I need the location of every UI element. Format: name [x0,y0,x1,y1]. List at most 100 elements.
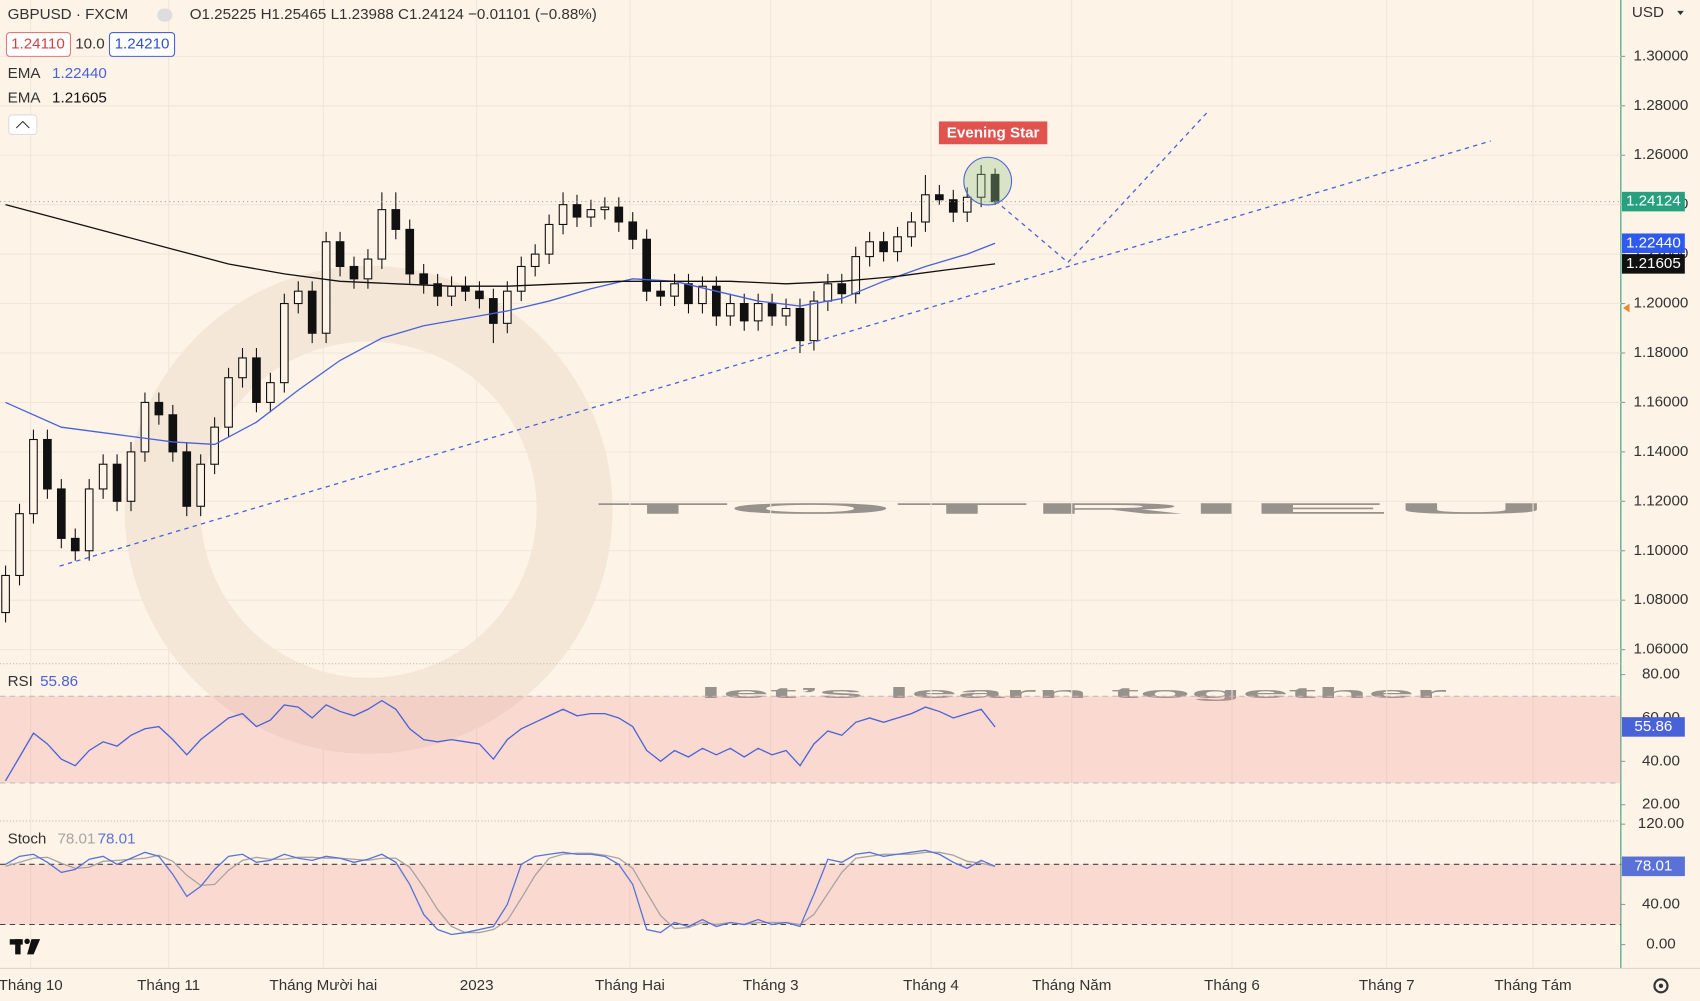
gear-center[interactable] [1658,983,1664,988]
candle-body [29,438,38,515]
candle-body [642,238,652,292]
ohlc: O1.25225 H1.25465 L1.23988 C1.24124 −0.0… [190,6,597,23]
candle-body [349,265,359,280]
sell-price[interactable]: 1.24110 [11,35,65,52]
series-line [5,849,996,936]
candle-body [98,463,108,490]
candle-body [307,290,317,334]
x-tick-label: Tháng Hai [595,977,665,994]
price-axis [1620,0,1700,969]
price-tag [1621,856,1685,877]
candle-body [447,285,456,297]
buy-button[interactable] [108,31,176,57]
series-line [5,242,996,446]
candle-body [112,463,122,502]
y-tick-label: 1.10000 [1634,542,1689,559]
candle-body [600,206,610,211]
candle-body [56,488,66,539]
candle-body [935,194,944,201]
candle-body [154,401,164,416]
series-line [5,204,996,287]
watermark-title: TOTRIEU [596,501,1551,518]
candle-body [921,194,930,223]
band [0,864,1621,925]
candle-body [266,382,275,403]
price-tag-label: 1.24124 [1626,193,1681,210]
candle-body [684,283,693,305]
candle-body [586,209,596,218]
tv-logo [9,938,41,955]
chevron-icon [15,120,30,129]
candle-body [851,256,861,295]
y-tick-label: 120.00 [1638,815,1684,832]
candle-body [698,285,707,305]
candle-body [126,451,136,502]
legend-name: EMA [8,65,42,82]
candle-body [572,204,582,218]
candle-body [837,283,847,295]
candle-body [238,357,247,379]
candle-body [767,303,777,317]
candle-body [558,204,568,225]
candle-body [252,357,261,403]
legend-value: 78.01 [98,830,136,847]
sell-button[interactable] [5,31,72,57]
series-line [5,851,996,934]
drawings [59,110,1491,567]
candle-body [405,228,415,275]
y-tick-label: 1.18000 [1634,344,1689,361]
price-tag-label: 1.22440 [1626,234,1681,251]
candle-body [795,307,805,342]
price-tag-label: 55.86 [1634,718,1672,735]
candle-body [196,463,206,507]
collapse-button[interactable] [157,8,173,22]
price-tag [1621,717,1685,737]
y-tick-label: 1.12000 [1634,492,1689,509]
y-tick-label: 1.16000 [1634,393,1689,410]
y-tick-label: 1.26000 [1634,146,1689,163]
candle-body [614,206,624,223]
price-tag-label: 78.01 [1634,857,1672,874]
collapse-legend[interactable] [8,114,38,136]
logo-part [15,939,21,955]
legend-value: 1.22440 [52,65,107,82]
candle-body [363,258,373,280]
candle-body [84,488,94,552]
legend-name: EMA [8,90,42,107]
logo-part [24,938,30,945]
candle-body [224,377,233,428]
candle-body [43,438,52,490]
candle-body [293,290,303,305]
candle-body [712,285,721,317]
candle-body [976,173,986,198]
x-tick-label: Tháng 3 [743,977,799,994]
candle-body [433,283,442,297]
candle-body [865,241,874,258]
candle-body [879,241,888,253]
annotation-box [938,121,1048,145]
candle-body [461,285,470,292]
settings-icon[interactable] [1653,978,1669,994]
candle-body [990,173,1000,203]
candle-body [279,303,289,384]
candle-body [1,574,10,614]
y-tick-label: 20.00 [1642,796,1680,813]
candle-body [907,221,916,238]
candle-body [502,290,512,324]
gear[interactable] [1653,978,1669,994]
currency[interactable]: USD [1632,4,1664,21]
x-tick-label: Tháng 4 [903,977,959,994]
candle-body [335,241,345,268]
currency-arrow [1677,10,1684,16]
candle-body [725,303,735,317]
buy-price[interactable]: 1.24210 [115,35,170,52]
candle-body [962,196,972,213]
candle-body [739,303,749,322]
y-tick-label: 40.00 [1642,752,1680,769]
candle-body [140,401,150,453]
y-tick-label: 1.28000 [1634,97,1689,114]
candle-body [544,223,554,255]
logo-part [27,939,41,955]
annotation-label: Evening Star [947,124,1040,141]
y-tick-label: 1.30000 [1634,47,1689,64]
